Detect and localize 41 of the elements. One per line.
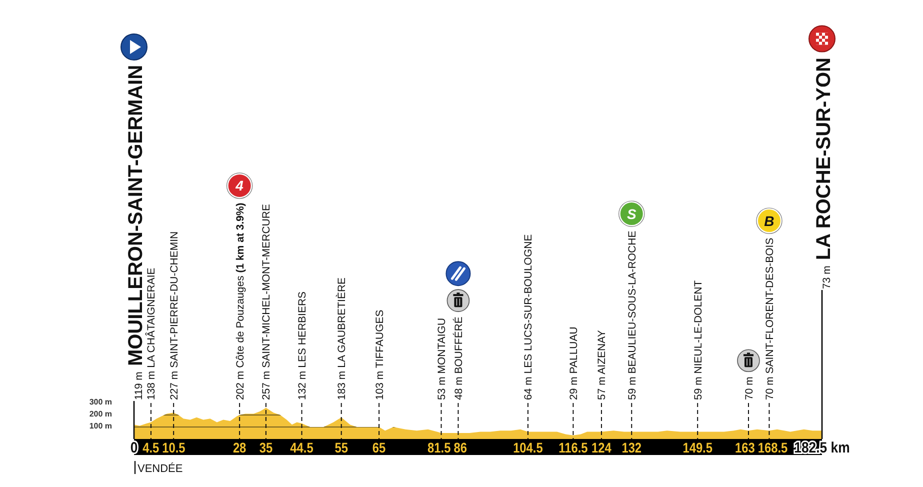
ref-line-label: 57 m AIZENAY (596, 330, 608, 400)
text: S (626, 206, 637, 222)
y-tick-label: 300 m (89, 398, 112, 406)
ref-line-label: 103 m TIFFAUGES (374, 310, 386, 400)
x-tick-label: 28 (232, 440, 246, 456)
ref-line-label: 227 m SAINT-PIERRE-DU-CHEMIN (168, 231, 180, 400)
text: 4 (234, 178, 244, 194)
ref-line-label: 53 m MONTAIGU (436, 318, 448, 400)
ref-line-label: 59 m NIEUL-LE-DOLENT (692, 280, 704, 400)
x-tick-label: 65 (372, 440, 386, 456)
x-tick-label: 0 (130, 438, 138, 456)
x-tick-label: 44.5 (290, 440, 314, 456)
x-tick-label: 124 (592, 440, 612, 456)
ref-line-label: 29 m PALLUAU (568, 326, 580, 400)
x-tick-label: 4.5 (142, 440, 160, 456)
x-tick-label: 168.5 (758, 440, 788, 456)
ref-line-label: 73 m LA ROCHE-SUR-YON (813, 58, 835, 289)
x-tick-label: 149.5 (682, 440, 712, 456)
ref-line-label: 59 m BEAULIEU-SOUS-LA-ROCHE (626, 230, 638, 400)
ref-line-label: 70 m SAINT-FLORENT-DES-BOIS (764, 238, 776, 400)
text: B (764, 212, 774, 229)
x-tick-label: 116.5 (558, 440, 588, 456)
ref-line-label: 64 m LES LUCS-SUR-BOULOGNE (522, 234, 535, 400)
ref-line-label: 183 m LA GAUBRETIÈRE (335, 277, 348, 400)
ref-line-label: 132 m LES HERBIERS (296, 291, 309, 400)
ref-line-label: 138 m LA CHÂTAIGNERAIE (144, 268, 158, 400)
y-tick-label: 100 m (89, 422, 112, 430)
ref-line-label: 70 m (743, 376, 756, 400)
x-tick-label: 132 (622, 440, 642, 456)
text: VENDÉE (138, 462, 183, 475)
x-tick-label: 163 (735, 440, 755, 456)
ref-line-label: 202 m Côte de Pouzauges (1 km at 3.9%) (234, 202, 246, 400)
ref-line-label: 257 m SAINT-MICHEL-MONT-MERCURE (260, 204, 273, 400)
y-tick-label: 200 m (89, 410, 112, 418)
x-tick-label: 81.5 (428, 440, 451, 456)
x-tick-label: 55 (334, 440, 348, 456)
x-tick-label: 35 (259, 440, 273, 456)
x-tick-label: 104.5 (513, 440, 543, 456)
ref-line-label: 48 m BOUFFÉRÉ (452, 316, 465, 400)
x-tick-label: 86 (454, 440, 467, 456)
x-tick-label: 10.5 (162, 440, 186, 456)
